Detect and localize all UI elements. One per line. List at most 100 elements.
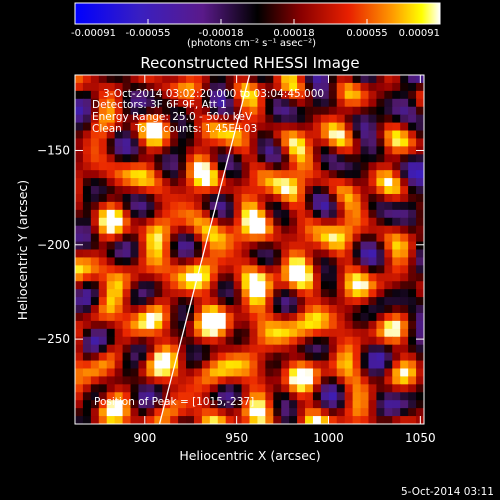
heatmap-cell: [281, 106, 290, 116]
info-detectors: Detectors: 3F 6F 9F, Att 1: [92, 99, 227, 111]
heatmap-cell: [217, 312, 227, 322]
heatmap-cell: [297, 273, 306, 282]
heatmap-cell: [352, 82, 362, 92]
heatmap-cell: [186, 170, 195, 179]
heatmap-cell: [400, 257, 409, 266]
heatmap-cell: [289, 384, 298, 393]
solar-limb-line: [158, 75, 251, 424]
heatmap-cell: [193, 297, 203, 306]
heatmap-cell: [201, 416, 211, 424]
heatmap-cell: [233, 90, 243, 100]
heatmap-cell: [368, 114, 378, 124]
heatmap-cell: [249, 233, 259, 243]
heatmap-cell: [98, 297, 108, 306]
heatmap-cell: [225, 352, 235, 362]
heatmap-cell: [241, 328, 251, 338]
heatmap-cell: [130, 344, 140, 354]
heatmap-cell: [392, 146, 401, 155]
heatmap-cell: [376, 384, 385, 393]
heatmap-cell: [352, 416, 362, 424]
heatmap-cell: [130, 209, 140, 219]
heatmap-cell: [320, 154, 330, 163]
heatmap-cell: [265, 178, 274, 187]
heatmap-cell: [249, 352, 259, 362]
heatmap-cell: [90, 305, 100, 314]
heatmap-cell: [384, 90, 393, 100]
heatmap-cell: [265, 186, 274, 195]
heatmap-cell: [368, 249, 378, 259]
heatmap-cell: [344, 201, 354, 211]
heatmap-cell: [82, 146, 92, 155]
heatmap-cell: [297, 400, 306, 409]
heatmap-cell: [416, 305, 424, 314]
heatmap-cell: [82, 368, 92, 378]
heatmap-cell: [233, 82, 243, 92]
heatmap-cell: [90, 392, 100, 401]
heatmap-cell: [328, 400, 338, 409]
heatmap-cell: [193, 233, 203, 243]
heatmap-cell: [320, 352, 330, 362]
heatmap-cell: [376, 257, 385, 266]
heatmap-cell: [225, 328, 235, 338]
heatmap-cell: [186, 178, 195, 187]
heatmap-cell: [122, 75, 132, 84]
heatmap-cell: [146, 186, 155, 195]
heatmap-cell: [408, 265, 417, 274]
heatmap-cell: [392, 257, 401, 266]
heatmap-cell: [98, 186, 108, 195]
heatmap-cell: [392, 75, 401, 84]
heatmap-cell: [368, 209, 378, 219]
heatmap-cell: [98, 344, 108, 354]
heatmap-cell: [138, 122, 147, 132]
heatmap-cell: [146, 162, 155, 171]
heatmap-cell: [408, 162, 417, 171]
heatmap-cell: [408, 312, 417, 322]
heatmap-cell: [400, 98, 409, 108]
heatmap-cell: [225, 82, 235, 92]
heatmap-cell: [114, 408, 124, 417]
heatmap-cell: [154, 376, 163, 385]
heatmap-cell: [170, 186, 179, 195]
heatmap-cell: [106, 122, 116, 132]
heatmap-cell: [400, 392, 409, 401]
heatmap-cell: [162, 273, 171, 282]
heatmap-cell: [154, 170, 163, 179]
heatmap-cell: [225, 257, 235, 266]
heatmap-cell: [320, 138, 330, 147]
heatmap-cell: [328, 392, 338, 401]
heatmap-cell: [384, 122, 393, 132]
heatmap-cell: [392, 249, 401, 259]
heatmap-cell: [201, 297, 211, 306]
heatmap-cell: [360, 336, 370, 346]
colorbar-tick-label: -0.00091: [71, 28, 116, 39]
heatmap-cell: [344, 328, 354, 338]
heatmap-cell: [297, 289, 306, 298]
heatmap-cell: [416, 90, 424, 100]
heatmap-cell: [328, 336, 338, 346]
heatmap-cell: [75, 336, 84, 346]
heatmap-cell: [82, 130, 92, 140]
heatmap-cell: [352, 233, 362, 243]
heatmap-cell: [82, 209, 92, 219]
heatmap-cell: [209, 201, 219, 211]
heatmap-cell: [122, 178, 132, 187]
heatmap-cell: [281, 201, 290, 211]
heatmap-cell: [312, 289, 322, 298]
heatmap-cell: [98, 328, 108, 338]
heatmap-cell: [416, 384, 424, 393]
heatmap-cell: [376, 368, 385, 378]
heatmap-cell: [154, 114, 163, 124]
heatmap-cell: [233, 201, 243, 211]
heatmap-cell: [122, 130, 132, 140]
heatmap-cell: [408, 344, 417, 354]
heatmap-cell: [225, 106, 235, 116]
heatmap-cell: [178, 122, 187, 132]
heatmap-cell: [400, 281, 409, 290]
heatmap-cell: [162, 328, 171, 338]
heatmap-cell: [257, 82, 266, 92]
heatmap-cell: [344, 138, 354, 147]
heatmap-cell: [400, 209, 409, 219]
heatmap-cell: [114, 312, 124, 322]
heatmap-cell: [193, 376, 203, 385]
heatmap-cell: [241, 281, 251, 290]
